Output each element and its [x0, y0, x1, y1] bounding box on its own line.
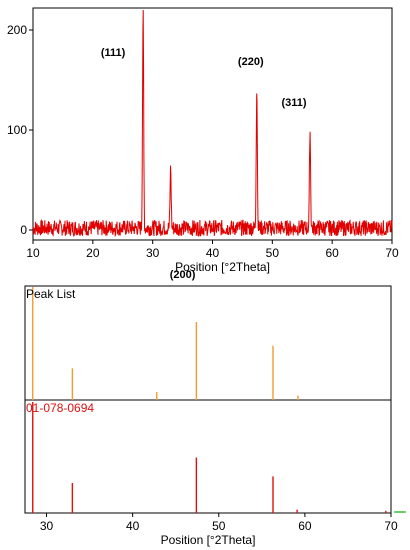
bottom-x-axis-label: Position [°2Theta]: [161, 533, 256, 547]
peak-list-chart: Peak List 01-078-0694 30 40 50 60 70 Positio…: [24, 285, 406, 547]
top-x-tick-label: 20: [86, 246, 100, 260]
peak-list-bars: [32, 287, 299, 400]
xrd-series-line: [32, 9, 393, 238]
top-y-tick-label: 200: [7, 23, 27, 37]
bottom-x-tick-label: 30: [40, 519, 54, 533]
peak-labels: (111) (200) (220) (311): [101, 47, 307, 281]
peak-list-title: Peak List: [26, 287, 76, 301]
top-y-tick-label: 100: [7, 123, 27, 137]
bottom-x-tick-label: 50: [212, 519, 226, 533]
top-y-axis: 0 100 200: [7, 23, 33, 237]
peak-label-200: (200): [170, 269, 196, 281]
peak-label-311: (311): [281, 97, 306, 109]
top-x-tick-label: 40: [206, 246, 220, 260]
top-y-tick-label: 0: [20, 223, 27, 237]
top-x-tick-label: 50: [266, 246, 280, 260]
reference-pattern-bars: [32, 402, 387, 513]
bottom-x-tick-label: 70: [384, 519, 398, 533]
top-x-axis: 10 20 30 40 50 60 70: [26, 240, 399, 260]
xrd-pattern-chart: 0 100 200 10 20 30 40 50 60 70 (111) (200) (220) (3…: [7, 7, 399, 281]
top-x-tick-label: 10: [26, 246, 40, 260]
top-x-tick-label: 70: [385, 246, 399, 260]
peak-label-220: (220): [238, 56, 264, 68]
top-x-tick-label: 60: [325, 246, 339, 260]
top-x-axis-label: Position [°2Theta]: [175, 260, 270, 274]
peak-label-111: (111): [101, 47, 126, 59]
bottom-x-tick-label: 60: [298, 519, 312, 533]
reference-code-label: 01-078-0694: [26, 401, 94, 415]
bottom-x-tick-label: 40: [126, 519, 140, 533]
top-plot-frame: [32, 7, 393, 241]
top-x-tick-label: 30: [146, 246, 160, 260]
bottom-x-axis: 30 40 50 60 70: [40, 513, 398, 533]
